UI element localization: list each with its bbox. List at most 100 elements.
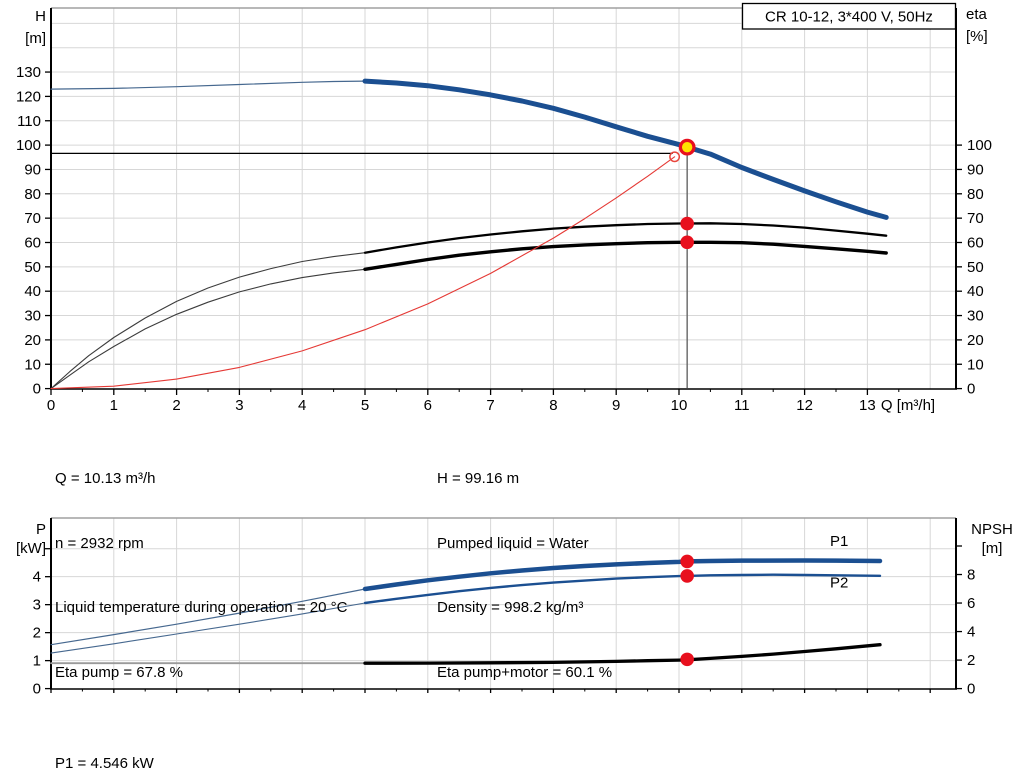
eta-pump-motor [363,240,888,271]
svg-text:120: 120 [16,88,41,105]
svg-text:10: 10 [671,397,688,414]
svg-text:0: 0 [967,681,975,698]
duty-info-right: H = 99.16 m Pumped liquid = Water Densit… [437,425,612,726]
svg-text:[m]: [m] [25,30,46,47]
svg-text:110: 110 [17,113,41,130]
x-axis [50,689,931,693]
curve-point-marker [680,235,694,250]
svg-text:80: 80 [967,186,984,203]
y-axis-right: 0 10 20 30 40 50 60 70 80 90 100 [956,137,992,398]
y-left-axis-title: P [kW] [16,521,46,557]
svg-text:3: 3 [33,597,41,614]
eta-pump-motor-thin [50,268,366,390]
y-right-axis-title: eta [%] [966,6,988,45]
info-line-liquid: Pumped liquid = Water [437,534,589,552]
svg-text:60: 60 [967,235,984,252]
chart-title-box: CR 10-12, 3*400 V, 50Hz [741,2,957,30]
p2-curve [363,573,882,605]
svg-text:12: 12 [796,397,813,414]
svg-text:Q [m³/h]: Q [m³/h] [881,397,935,414]
svg-text:[m]: [m] [982,540,1003,557]
svg-text:70: 70 [24,210,41,227]
info-line-etapm: Eta pump+motor = 60.1 % [437,663,613,681]
svg-text:2: 2 [33,625,41,642]
p1-curve-thin [50,588,366,646]
svg-text:4: 4 [298,397,306,414]
info-line-eta: Eta pump = 67.8 % [55,663,183,681]
svg-text:40: 40 [24,283,41,300]
svg-text:0: 0 [47,397,55,414]
svg-text:[kW]: [kW] [16,540,46,557]
svg-text:0: 0 [967,381,975,398]
svg-text:NPSH: NPSH [971,521,1013,538]
svg-text:0: 0 [33,381,41,398]
svg-text:100: 100 [967,137,992,154]
svg-text:11: 11 [734,397,750,414]
curve-point-marker [680,569,694,583]
pn-chart-group: 0 1 2 3 4 0 2 4 6 8 P [kW] NPSH [m] P1 P2 [16,517,1013,698]
svg-text:70: 70 [967,210,984,227]
svg-text:0: 0 [33,681,41,698]
svg-text:eta: eta [966,6,988,23]
svg-text:3: 3 [235,397,243,414]
markers [680,554,694,667]
info-line-h: H = 99.16 m [437,470,520,487]
y-axis-left: 0 10 20 30 40 50 60 70 80 90 100 110 120 130 [16,64,51,398]
info-line-density: Density = 998.2 kg/m³ [437,599,584,616]
svg-text:20: 20 [967,332,984,349]
svg-text:7: 7 [486,397,494,414]
svg-text:80: 80 [24,186,41,203]
svg-text:50: 50 [967,259,984,276]
svg-text:10: 10 [967,356,984,373]
curve-point-marker [680,216,694,231]
curve-point-marker [680,554,694,569]
npsh-curve [363,643,882,665]
svg-text:H: H [35,8,46,25]
svg-text:8: 8 [967,567,975,584]
series [50,558,883,665]
svg-text:6: 6 [424,397,432,414]
curve-label-p1: P1 [830,533,848,550]
eta-pump [363,222,888,254]
svg-text:40: 40 [967,283,984,300]
svg-text:6: 6 [967,595,975,612]
power-info: P1 = 4.546 kW P2 = 4.028 kW NPSH = 2.05 … [55,701,160,781]
svg-text:90: 90 [24,161,41,178]
p2-curve-thin [50,602,366,654]
svg-text:8: 8 [549,397,557,414]
curve-label-p2: P2 [830,574,848,591]
svg-text:4: 4 [967,624,975,641]
svg-text:13: 13 [859,397,876,414]
svg-text:10: 10 [24,356,41,373]
svg-text:130: 130 [16,64,41,81]
x-axis: 0 1 2 3 4 5 6 7 8 9 10 11 12 13 Q [m³/h] [47,389,935,414]
svg-text:2: 2 [967,652,975,669]
svg-text:100: 100 [16,137,41,154]
eta-pump-thin [50,252,366,390]
y-left-axis-title: H [m] [25,8,46,47]
y-right-axis-title: NPSH [m] [971,521,1013,557]
svg-text:4: 4 [33,569,41,586]
svg-text:90: 90 [967,161,984,178]
curve-point-marker [680,652,694,667]
y-axis-right: 0 2 4 6 8 [956,545,975,698]
series [50,78,889,390]
svg-text:50: 50 [24,259,41,276]
svg-text:1: 1 [110,397,118,414]
svg-text:P: P [36,521,46,538]
markers [669,138,696,250]
svg-text:60: 60 [24,235,41,252]
svg-text:9: 9 [612,397,620,414]
svg-text:[%]: [%] [966,28,988,45]
info-line-temp: Liquid temperature during operation = 20… [55,599,348,616]
svg-text:30: 30 [967,308,984,325]
y-axis-left: 0 1 2 3 4 [33,548,51,698]
chart-title: CR 10-12, 3*400 V, 50Hz [765,9,933,26]
p1-curve [362,558,883,592]
hq-chart-group: 0 1 2 3 4 5 6 7 8 9 10 11 12 13 Q [m³/h]01020304050607… [16,2,992,414]
svg-text:5: 5 [361,397,369,414]
info-line-p1: P1 = 4.546 kW [55,755,154,772]
duty-info-left: Q = 10.13 m³/h n = 2932 rpm Liquid tempe… [55,425,347,726]
head-curve [362,78,889,220]
